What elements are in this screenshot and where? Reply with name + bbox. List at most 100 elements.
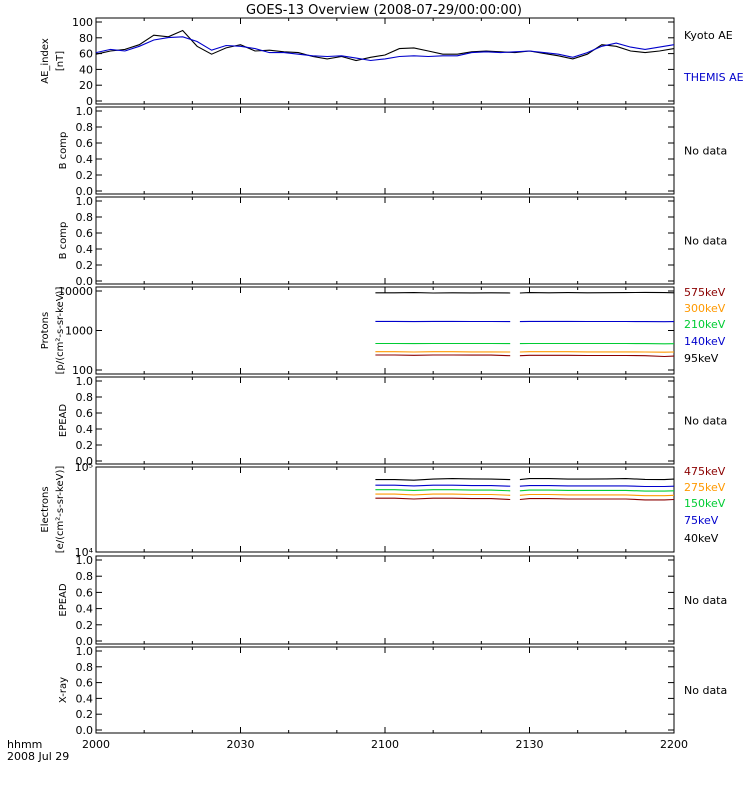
series-line-kyoto-ae (95, 29, 675, 62)
y-tick-label: 0.8 (76, 211, 94, 224)
y-tick-label: 0.0 (76, 185, 94, 198)
panel-frame (95, 286, 675, 375)
y-tick-label: 0.4 (76, 153, 94, 166)
y-tick-label: 0.8 (76, 391, 94, 404)
y-tick-label: 0.6 (76, 227, 94, 240)
y-tick-label: 0.4 (76, 603, 94, 616)
x-axis-corner-label-hhmm: hhmm (7, 738, 42, 751)
y-tick-label: 0.6 (76, 137, 94, 150)
panel-frame (95, 196, 675, 285)
panel-frame (95, 106, 675, 195)
series-line-150kev (519, 489, 675, 492)
y-tick-label: 0.8 (76, 661, 94, 674)
series-line-575kev (375, 354, 511, 357)
legend-entry: 150keV (684, 497, 726, 510)
y-axis-label: Electrons (40, 486, 51, 532)
y-tick-label: 0.4 (76, 692, 94, 705)
y-tick-label: 0.0 (76, 635, 94, 648)
y-tick-label: 10⁵ (75, 461, 93, 474)
y-tick-label: 20 (79, 79, 93, 92)
panel-electrons: 10⁵ 10⁴ Electrons [e/(cm²-s-sr-keV)] 475keV 2… (40, 461, 726, 559)
legend-entry: THEMIS AE (683, 71, 744, 84)
panel-epead2: 1.0 0.8 0.6 0.4 0.2 0.0 EPEAD No data (58, 554, 727, 648)
y-tick-label: 100 (72, 16, 93, 29)
no-data-label: No data (684, 415, 727, 428)
x-tick-label: 2200 (660, 738, 688, 751)
series-line-275kev (519, 493, 675, 497)
x-tick-label: 2100 (371, 738, 399, 751)
y-tick-label: 0.4 (76, 243, 94, 256)
y-axis-label: X-ray (58, 677, 69, 703)
x-tick-label: 2130 (516, 738, 544, 751)
y-axis-label: Protons (40, 312, 51, 349)
series-line-themis-ae (95, 36, 675, 62)
y-tick-label: 0.2 (76, 708, 94, 721)
no-data-label: No data (684, 594, 727, 607)
y-tick-label: 1.0 (76, 645, 94, 658)
y-tick-label: 0.6 (76, 586, 94, 599)
series-line-75kev (375, 484, 511, 487)
y-tick-label: 1000 (65, 325, 93, 338)
series-line-95kev (519, 291, 675, 294)
y-tick-label: 0.6 (76, 677, 94, 690)
y-tick-label: 0.0 (76, 724, 94, 737)
x-axis-corner-label-date: 2008 Jul 29 (7, 750, 69, 763)
series-line-150kev (375, 489, 511, 492)
no-data-label: No data (684, 235, 727, 248)
y-axis-label: [e/(cm²-s-sr-keV)] (55, 466, 66, 554)
series-line-75kev (519, 485, 675, 488)
legend-entry: 75keV (684, 514, 719, 527)
legend-entry: 40keV (684, 532, 719, 545)
y-tick-label: 60 (79, 48, 93, 61)
x-axis-labels: 2000 2030 2100 2130 2200 (82, 738, 688, 751)
panel-stack: 100 80 60 40 20 0 AE_index [nT] Kyoto AE THEMIS A… (40, 16, 744, 737)
panel-epead1: 1.0 0.8 0.6 0.4 0.2 0.0 EPEAD No data (58, 375, 727, 468)
y-tick-label: 0.6 (76, 407, 94, 420)
legend-entry: 95keV (684, 352, 719, 365)
y-tick-label: 1.0 (76, 105, 94, 118)
y-axis-label: EPEAD (58, 583, 69, 617)
legend-entry: 210keV (684, 318, 726, 331)
y-axis-label: [p/(cm²-s-sr-keV)] (55, 287, 66, 375)
plot-title: GOES-13 Overview (2008-07-29/00:00:00) (246, 3, 522, 18)
panel-xray: 1.0 0.8 0.6 0.4 0.2 0.0 X-ray No data (58, 645, 727, 737)
y-tick-label: 0.2 (76, 619, 94, 632)
series-line-475kev (519, 498, 675, 501)
legend-entry: 575keV (684, 286, 726, 299)
y-axis-label: AE_index (40, 38, 51, 84)
y-tick-label: 0.8 (76, 121, 94, 134)
y-tick-label: 0.2 (76, 439, 94, 452)
y-tick-label: 0.8 (76, 570, 94, 583)
legend-entry: 140keV (684, 335, 726, 348)
y-tick-label: 0.2 (76, 169, 94, 182)
panel-frame (95, 555, 675, 645)
y-tick-label: 100 (72, 364, 93, 377)
y-tick-label: 80 (79, 32, 93, 45)
y-axis-label: EPEAD (58, 404, 69, 438)
panel-bcomp2: 1.0 0.8 0.6 0.4 0.2 0.0 B comp No data (58, 195, 727, 288)
y-tick-label: 0.2 (76, 259, 94, 272)
y-tick-label: 10⁴ (75, 546, 94, 559)
y-tick-label: 0.0 (76, 455, 94, 468)
y-tick-label: 0.4 (76, 423, 94, 436)
y-axis-label: B comp (58, 132, 69, 170)
y-tick-label: 1.0 (76, 195, 94, 208)
legend-entry: 275keV (684, 481, 726, 494)
x-tick-label: 2030 (227, 738, 255, 751)
series-line-40kev (375, 478, 511, 481)
series-line-575kev (519, 354, 675, 358)
panel-frame (95, 646, 675, 734)
legend-entry: 475keV (684, 465, 726, 478)
panel-frame (95, 376, 675, 465)
no-data-label: No data (684, 145, 727, 158)
x-tick-label: 2000 (82, 738, 110, 751)
legend-entry: 300keV (684, 302, 726, 315)
legend-entry: Kyoto AE (684, 29, 733, 42)
y-tick-label: 40 (79, 63, 93, 76)
y-axis-label: B comp (58, 222, 69, 260)
y-tick-label: 0 (86, 95, 93, 108)
y-tick-label: 0.0 (76, 275, 94, 288)
no-data-label: No data (684, 684, 727, 697)
panel-bcomp1: 1.0 0.8 0.6 0.4 0.2 0.0 B comp No data (58, 105, 727, 198)
